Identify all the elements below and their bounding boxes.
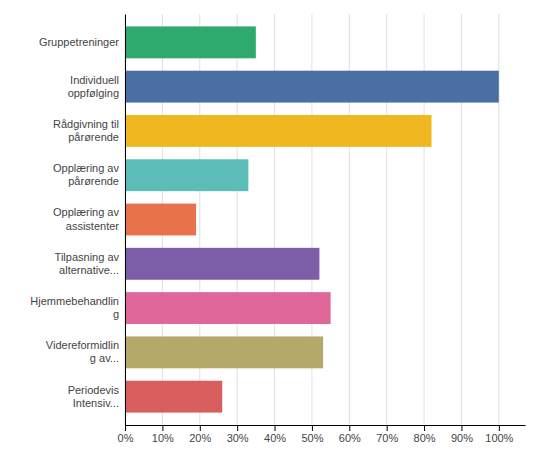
- bar: [125, 115, 432, 147]
- y-tick: Tilpasning avalternative...: [55, 251, 125, 276]
- y-tick-label-line: Intensiv...: [73, 397, 119, 409]
- x-tick-mark: [461, 425, 462, 431]
- y-tick-label: PeriodevisIntensiv...: [68, 384, 120, 409]
- plot: 0% 10% 20% 30% 40% 50% 60% 70% 80% 90% 100% Gruppet…: [30, 14, 525, 444]
- y-tick-label: Tilpasning avalternative...: [55, 251, 120, 276]
- bar: [125, 204, 196, 236]
- bar: [125, 292, 331, 324]
- y-tick-label-line: Gruppetreninger: [39, 36, 119, 48]
- x-tick: 70%: [376, 425, 398, 444]
- y-tick-label-line: alternative...: [59, 264, 119, 276]
- x-tick-label: 70%: [376, 432, 398, 444]
- x-tick-mark: [125, 425, 126, 431]
- x-axis: 0% 10% 20% 30% 40% 50% 60% 70% 80% 90% 100%: [118, 425, 526, 444]
- y-tick: PeriodevisIntensiv...: [68, 384, 125, 409]
- bar: [125, 381, 222, 413]
- x-tick-label: 40%: [264, 432, 286, 444]
- x-tick-mark: [312, 425, 313, 431]
- x-tick-mark: [499, 425, 500, 431]
- y-tick-label-line: pårørende: [68, 131, 119, 143]
- x-tick: 90%: [451, 425, 473, 444]
- x-tick: 60%: [339, 425, 361, 444]
- x-tick-label: 100%: [485, 432, 513, 444]
- y-tick: Hjemmebehandling: [30, 295, 125, 320]
- x-tick: 100%: [485, 425, 513, 444]
- x-axis-line: [126, 425, 526, 426]
- x-tick-label: 90%: [451, 432, 473, 444]
- x-tick-label: 80%: [414, 432, 436, 444]
- y-tick-label-line: g av...: [90, 352, 119, 364]
- x-tick-label: 60%: [339, 432, 361, 444]
- x-tick-label: 20%: [189, 432, 211, 444]
- y-tick-label: Gruppetreninger: [39, 36, 119, 48]
- y-axis-line: [125, 15, 126, 426]
- grid-line: [125, 14, 126, 425]
- y-tick-label: Hjemmebehandling: [30, 295, 119, 320]
- y-tick-label-line: pårørende: [68, 175, 119, 187]
- x-tick-mark: [349, 425, 350, 431]
- y-tick: Gruppetreninger: [39, 36, 125, 48]
- x-tick: 10%: [152, 425, 174, 444]
- x-tick-mark: [424, 425, 425, 431]
- y-tick-label: Rådgivning tilpårørende: [53, 118, 119, 143]
- x-tick: 0%: [118, 425, 134, 444]
- chart: 0% 10% 20% 30% 40% 50% 60% 70% 80% 90% 100% Gruppet…: [0, 0, 547, 455]
- x-tick-label: 0%: [118, 432, 134, 444]
- y-tick-label-line: Videreformidlin: [46, 339, 119, 351]
- x-tick: 80%: [414, 425, 436, 444]
- x-tick-mark: [387, 425, 388, 431]
- x-tick-label: 50%: [301, 432, 323, 444]
- y-tick-label: Opplæring avpårørende: [53, 162, 120, 187]
- y-tick-label: Individuelloppfølging: [68, 74, 119, 99]
- x-tick-mark: [237, 425, 238, 431]
- y-tick: Videreformidling av...: [46, 339, 125, 364]
- x-tick: 30%: [227, 425, 249, 444]
- x-tick-mark: [200, 425, 201, 431]
- y-tick-label-line: Opplæring av: [53, 206, 120, 218]
- x-tick-mark: [275, 425, 276, 431]
- y-tick: Opplæring avpårørende: [53, 162, 125, 187]
- y-tick-label-line: Tilpasning av: [55, 251, 120, 263]
- y-tick-label-line: assistenter: [66, 220, 120, 232]
- y-tick-label: Opplæring av assistenter: [53, 206, 120, 231]
- x-tick: 50%: [301, 425, 323, 444]
- y-tick: Rådgivning tilpårørende: [53, 118, 125, 143]
- x-tick: 20%: [189, 425, 211, 444]
- y-tick-label-line: Rådgivning til: [53, 118, 119, 130]
- y-tick-label-line: g: [113, 308, 119, 320]
- y-tick-label: Videreformidling av...: [46, 339, 119, 364]
- y-axis: Gruppetreninger Individuelloppfølging Rådg…: [30, 15, 125, 426]
- y-tick: Individuelloppfølging: [68, 74, 125, 99]
- x-tick-mark: [162, 425, 163, 431]
- y-tick-label-line: Periodevis: [68, 384, 120, 396]
- bar: [125, 71, 499, 103]
- y-tick: Opplæring av assistenter: [53, 206, 125, 231]
- grid: [125, 14, 499, 425]
- y-tick-label-line: Hjemmebehandlin: [30, 295, 119, 307]
- x-tick-label: 10%: [152, 432, 174, 444]
- x-tick-label: 30%: [227, 432, 249, 444]
- y-tick-label-line: Opplæring av: [53, 162, 120, 174]
- y-tick-label-line: Individuell: [70, 74, 119, 86]
- bar: [125, 336, 323, 368]
- bar: [125, 26, 256, 58]
- bar: [125, 248, 319, 280]
- x-tick: 40%: [264, 425, 286, 444]
- bar: [125, 159, 248, 191]
- y-tick-label-line: oppfølging: [68, 87, 119, 99]
- bars: [125, 26, 499, 412]
